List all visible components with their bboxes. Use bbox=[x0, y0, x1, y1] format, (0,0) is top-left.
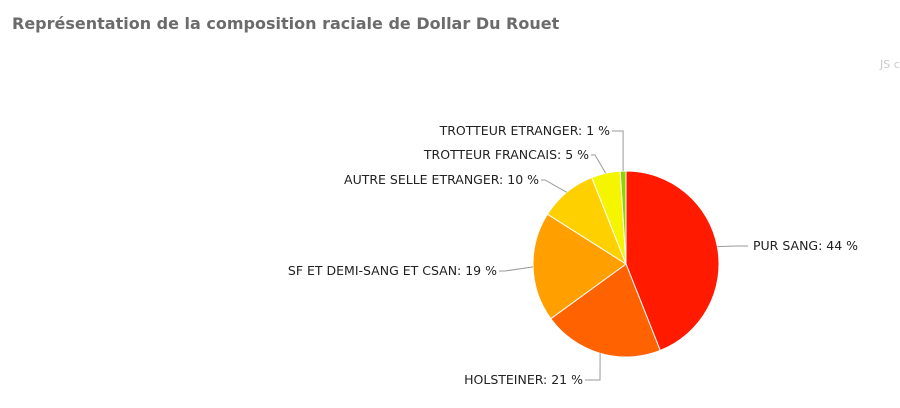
leader-line bbox=[591, 154, 607, 174]
slice-label: SF ET DEMI-SANG ET CSAN: 19 % bbox=[288, 263, 497, 278]
slice-label: TROTTEUR FRANCAIS: 5 % bbox=[423, 147, 589, 162]
pie-slices bbox=[532, 170, 720, 358]
leader-line bbox=[717, 245, 748, 248]
pie-slice-trotteur-etranger[interactable] bbox=[619, 170, 627, 265]
leader-line bbox=[499, 266, 534, 272]
pie-labels: PUR SANG: 44 % HOLSTEINER: 21 % SF ET DEMI… bbox=[288, 123, 858, 387]
slice-label: TROTTEUR ETRANGER: 1 % bbox=[439, 123, 611, 138]
chart-credit[interactable]: JS c bbox=[880, 58, 900, 71]
pie-slice-pur-sang[interactable] bbox=[625, 170, 720, 352]
leader-line bbox=[612, 130, 624, 171]
leader-line bbox=[541, 179, 567, 193]
slice-label: HOLSTEINER: 21 % bbox=[464, 372, 583, 387]
leader-line bbox=[585, 353, 601, 381]
pie-slice-sf-et-demi-sang-et-csan[interactable] bbox=[532, 213, 627, 320]
slice-label: PUR SANG: 44 % bbox=[753, 238, 858, 253]
slice-label: AUTRE SELLE ETRANGER: 10 % bbox=[344, 172, 539, 187]
chart-title: Représentation de la composition raciale… bbox=[12, 14, 560, 33]
